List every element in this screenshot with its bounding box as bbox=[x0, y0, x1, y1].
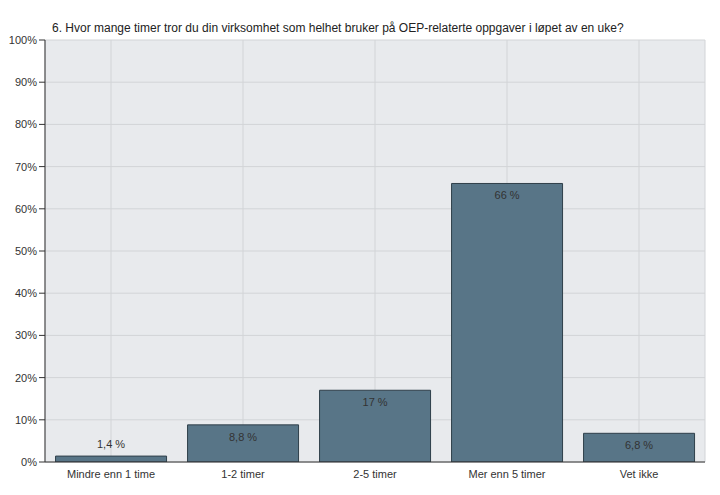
svg-text:10%: 10% bbox=[15, 414, 37, 426]
svg-text:1-2 timer: 1-2 timer bbox=[221, 468, 265, 480]
svg-text:66 %: 66 % bbox=[495, 189, 520, 201]
svg-text:20%: 20% bbox=[15, 372, 37, 384]
svg-text:17 %: 17 % bbox=[363, 396, 388, 408]
svg-text:40%: 40% bbox=[15, 287, 37, 299]
svg-text:8,8 %: 8,8 % bbox=[229, 431, 257, 443]
svg-text:90%: 90% bbox=[15, 76, 37, 88]
svg-text:1,4 %: 1,4 % bbox=[97, 438, 125, 450]
svg-text:Vet ikke: Vet ikke bbox=[620, 468, 659, 480]
svg-text:2-5 timer: 2-5 timer bbox=[353, 468, 397, 480]
svg-text:Mindre enn 1 time: Mindre enn 1 time bbox=[67, 468, 155, 480]
svg-text:60%: 60% bbox=[15, 203, 37, 215]
svg-text:70%: 70% bbox=[15, 161, 37, 173]
svg-text:50%: 50% bbox=[15, 245, 37, 257]
svg-text:100%: 100% bbox=[9, 34, 37, 46]
html-text:6. Hvor mange timer tror du di: 6. Hvor mange timer tror du din virksomh… bbox=[52, 21, 624, 35]
svg-text:6,8 %: 6,8 % bbox=[625, 439, 653, 451]
svg-text:30%: 30% bbox=[15, 329, 37, 341]
svg-text:0%: 0% bbox=[21, 456, 37, 468]
svg-text:80%: 80% bbox=[15, 118, 37, 130]
svg-text:Mer enn 5 timer: Mer enn 5 timer bbox=[468, 468, 545, 480]
